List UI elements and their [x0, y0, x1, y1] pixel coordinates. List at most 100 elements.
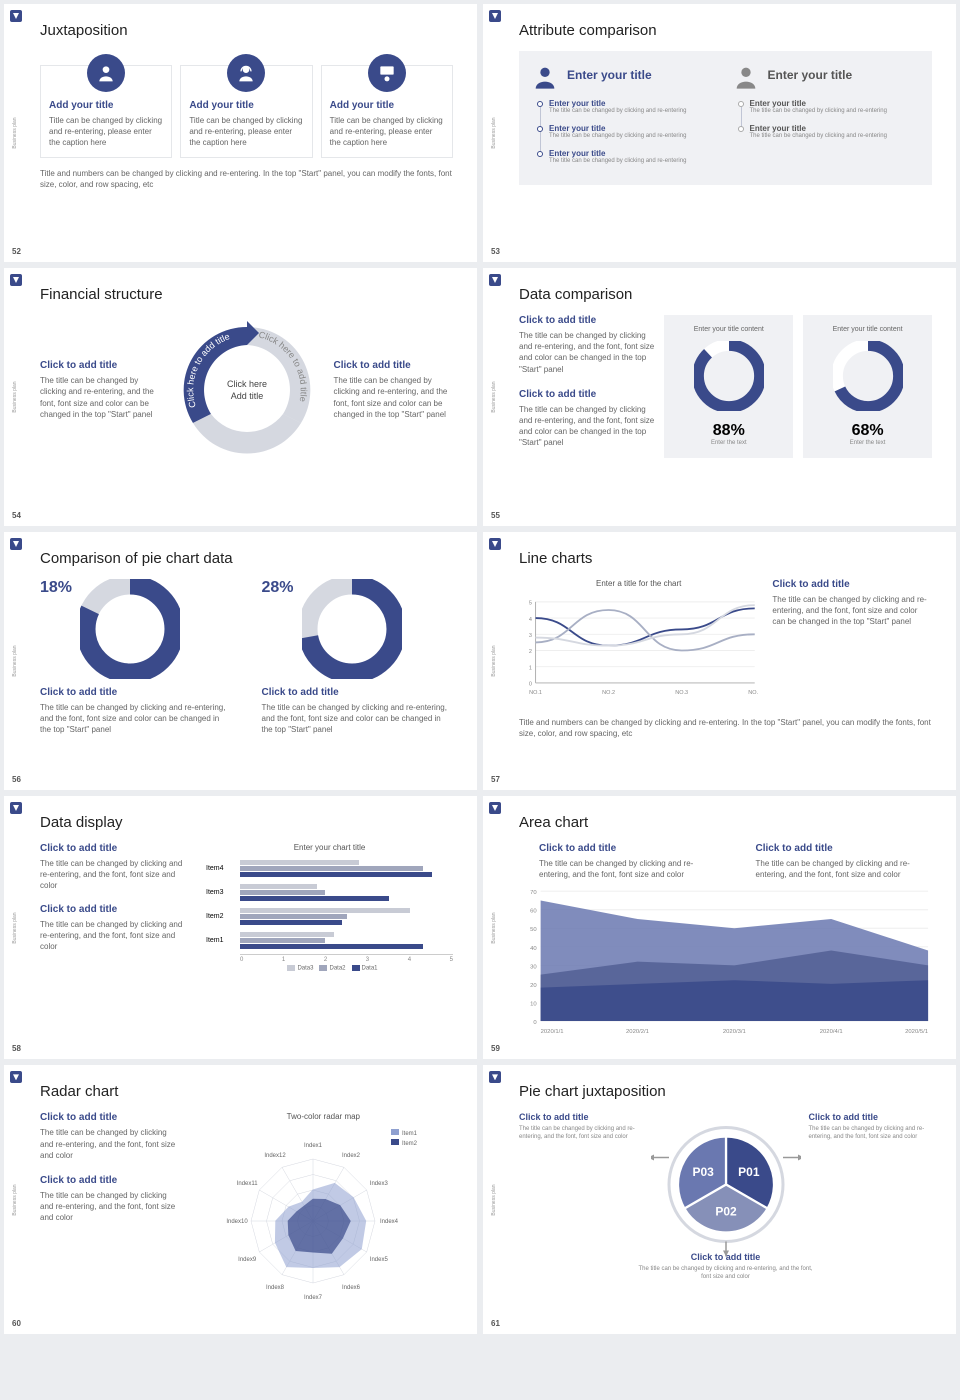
svg-text:2: 2: [529, 649, 532, 655]
side-label: Business plan: [491, 645, 497, 676]
slide-title: Line charts: [519, 550, 932, 567]
page-number: 58: [12, 1044, 21, 1053]
svg-text:P02: P02: [715, 1205, 737, 1219]
body-text: The title can be changed by clicking and…: [809, 1126, 933, 1142]
col-title: Enter your title: [567, 68, 652, 82]
donut-pct: 88%: [672, 422, 785, 440]
svg-text:Index11: Index11: [237, 1181, 259, 1187]
slide-56: Business plan 56 Comparison of pie chart…: [4, 532, 477, 790]
area-chart: 7060504030201002020/1/12020/2/12020/3/12…: [519, 886, 932, 1036]
logo-icon: [10, 10, 22, 22]
radar-chart: Index1Index2Index3Index4Index5Index6Inde…: [203, 1121, 443, 1311]
side-label: Business plan: [491, 912, 497, 943]
subtitle: Click to add title: [756, 843, 933, 854]
svg-text:20: 20: [530, 983, 537, 989]
logo-icon: [489, 1071, 501, 1083]
logo-icon: [489, 10, 501, 22]
subtitle: Click to add title: [40, 687, 232, 698]
side-label: Business plan: [12, 1184, 18, 1215]
logo-icon: [489, 274, 501, 286]
timeline-item: Enter your title The title can be change…: [738, 124, 921, 141]
col-title: Enter your title: [768, 68, 853, 82]
card-body: Title can be changed by clicking and re-…: [189, 115, 303, 149]
svg-text:0: 0: [533, 1020, 537, 1026]
card-title: Add your title: [49, 100, 163, 111]
headset-icon: [227, 54, 265, 92]
page-number: 53: [491, 247, 500, 256]
chart-title: Two-color radar map: [194, 1112, 453, 1121]
body-text: The title can be changed by clicking and…: [519, 1126, 643, 1142]
body-text: The title can be changed by clicking and…: [636, 1266, 816, 1282]
slide-title: Data display: [40, 814, 453, 831]
card-title: Add your title: [330, 100, 444, 111]
subtitle: Click to add title: [262, 687, 454, 698]
person-icon: [732, 63, 760, 91]
side-label: Business plan: [12, 912, 18, 943]
svg-text:NO.3: NO.3: [675, 690, 688, 696]
subtitle: Click to add title: [519, 315, 654, 326]
slide-54: Business plan 54 Financial structure Cli…: [4, 268, 477, 526]
card-body: Title can be changed by clicking and re-…: [49, 115, 163, 149]
page-number: 57: [491, 775, 500, 784]
person-icon: [531, 63, 559, 91]
slide-title: Comparison of pie chart data: [40, 550, 453, 567]
side-label: Business plan: [12, 645, 18, 676]
slide-title: Radar chart: [40, 1083, 453, 1100]
donut-pct: 68%: [811, 422, 924, 440]
subtitle: Click to add title: [40, 843, 192, 854]
svg-text:Index4: Index4: [380, 1219, 399, 1225]
logo-icon: [489, 802, 501, 814]
svg-text:Add title: Add title: [230, 391, 263, 401]
line-chart: 543210NO.1NO.2NO.3NO.4: [519, 592, 758, 702]
page-number: 56: [12, 775, 21, 784]
donut-pct: 28%: [262, 579, 294, 597]
subtitle: Click to add title: [519, 389, 654, 400]
body-text: The title can be changed by clicking and…: [40, 702, 232, 736]
person-icon: [87, 54, 125, 92]
page-number: 61: [491, 1319, 500, 1328]
svg-text:10: 10: [530, 1002, 537, 1008]
svg-text:50: 50: [530, 928, 537, 934]
footer-text: Title and numbers can be changed by clic…: [40, 168, 453, 190]
svg-text:Index8: Index8: [266, 1285, 285, 1291]
donut-box: Enter your title content 68% Enter the t…: [803, 315, 932, 458]
subtitle: Click to add title: [40, 1112, 180, 1123]
slide-title: Attribute comparison: [519, 22, 932, 39]
subtitle: Click to add title: [772, 579, 932, 590]
pie-chart: P01 P02 P03: [651, 1112, 801, 1272]
svg-text:1: 1: [529, 665, 532, 671]
subtitle: Click to add title: [40, 360, 160, 371]
svg-text:40: 40: [530, 946, 537, 952]
svg-text:Item2: Item2: [402, 1141, 418, 1147]
slide-title: Data comparison: [519, 286, 932, 303]
svg-text:2020/2/1: 2020/2/1: [626, 1029, 649, 1035]
donut-pct: 18%: [40, 579, 72, 597]
slide-58: Business plan 58 Data display Click to a…: [4, 796, 477, 1059]
svg-text:P01: P01: [738, 1165, 760, 1179]
svg-text:P03: P03: [692, 1165, 714, 1179]
slide-52: Business plan 52 Juxtaposition Add your …: [4, 4, 477, 262]
body-text: The title can be changed by clicking and…: [519, 404, 654, 449]
body-text: The title can be changed by clicking and…: [519, 330, 654, 375]
side-label: Business plan: [12, 381, 18, 412]
footer-text: Title and numbers can be changed by clic…: [519, 717, 932, 739]
column-left: Enter your title Enter your title The ti…: [531, 63, 720, 173]
logo-icon: [10, 538, 22, 550]
donut-col: 18% Click to add title The title can be …: [40, 579, 232, 736]
svg-text:Index10: Index10: [227, 1219, 249, 1225]
subtitle: Click to add title: [539, 843, 716, 854]
slide-60: Business plan 60 Radar chart Click to ad…: [4, 1065, 477, 1334]
subtitle: Click to add title: [809, 1112, 933, 1122]
slide-55: Business plan 55 Data comparison Click t…: [483, 268, 956, 526]
bar-chart: Enter your chart titleItem4Item3Item2Ite…: [206, 843, 453, 972]
donut-box: Enter your title content 88% Enter the t…: [664, 315, 793, 458]
body-text: The title can be changed by clicking and…: [40, 375, 160, 420]
slide-57: Business plan 57 Line charts Enter a tit…: [483, 532, 956, 790]
svg-text:Click here: Click here: [226, 379, 266, 389]
svg-text:60: 60: [530, 909, 537, 915]
svg-text:Item1: Item1: [402, 1131, 418, 1137]
donut-chart: [80, 579, 180, 679]
slide-61: Business plan 61 Pie chart juxtaposition…: [483, 1065, 956, 1334]
card-title: Add your title: [189, 100, 303, 111]
svg-text:Index2: Index2: [342, 1154, 361, 1160]
